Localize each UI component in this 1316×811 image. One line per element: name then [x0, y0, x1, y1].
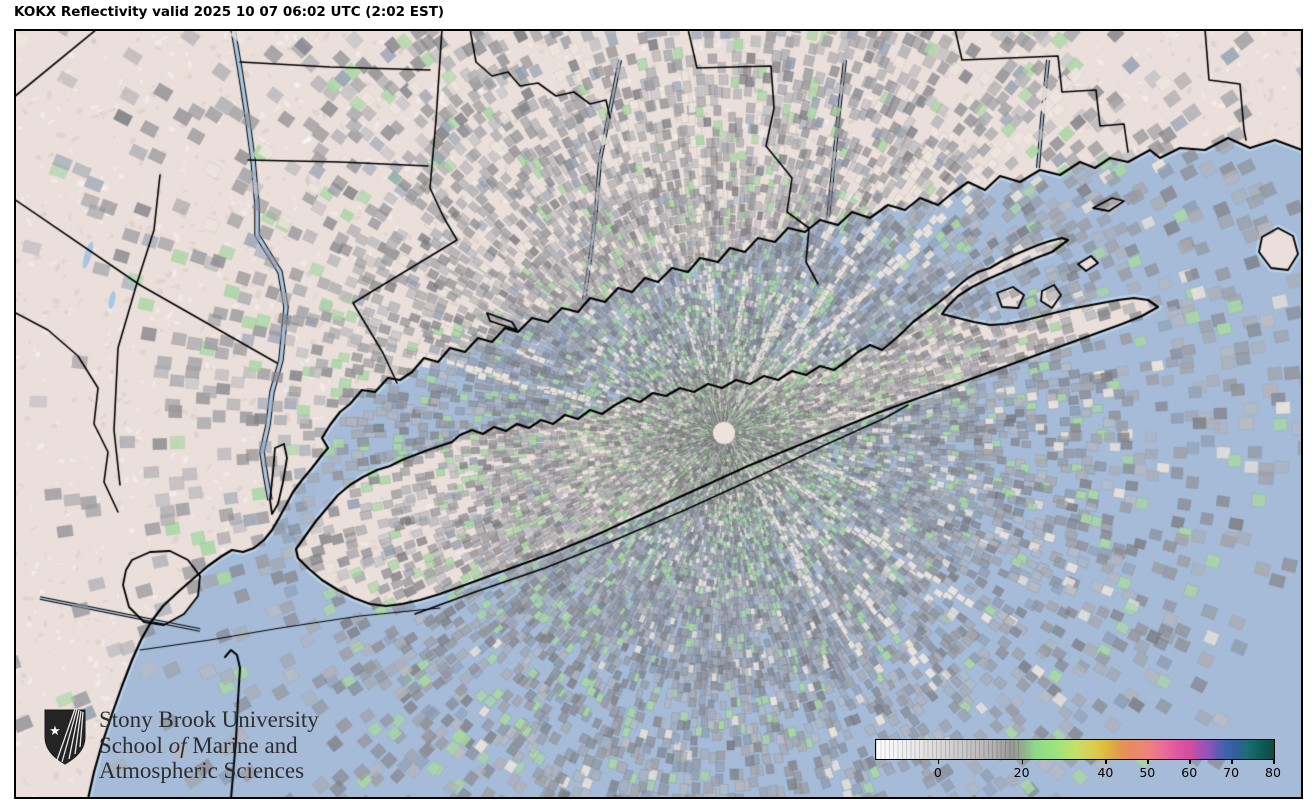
logo-line-2: School of Marine and [99, 732, 298, 758]
radar-map: ★ Stony Brook University School of Marin… [14, 29, 1303, 799]
colorbar-tick [1105, 760, 1107, 764]
colorbar-tick-label: 80 [1265, 765, 1281, 780]
colorbar-tick-label: 60 [1181, 765, 1198, 780]
stony-brook-logo-text: Stony Brook University School of Marine … [99, 707, 319, 784]
colorbar-tick [1147, 760, 1149, 764]
svg-text:★: ★ [49, 724, 61, 739]
colorbar-tick [1189, 760, 1191, 764]
stony-brook-logo: ★ Stony Brook University School of Marin… [42, 707, 319, 784]
colorbar-step-lines [876, 740, 1020, 759]
logo-line-1: Stony Brook University [99, 707, 319, 732]
radar-map-canvas [16, 31, 1301, 797]
reflectivity-colorbar: 0 20 40 50 60 70 80 [875, 739, 1281, 787]
colorbar-tick-label: 20 [1013, 765, 1030, 780]
logo-line-3: Atmospheric Sciences [99, 758, 305, 783]
colorbar-tick-label: 40 [1097, 765, 1114, 780]
colorbar-tick [1021, 760, 1024, 764]
colorbar-tick [937, 760, 940, 764]
stony-brook-shield-icon: ★ [44, 708, 86, 765]
colorbar-gradient [875, 739, 1275, 760]
colorbar-tick [1273, 760, 1275, 764]
page-title: KOKX Reflectivity valid 2025 10 07 06:02… [14, 4, 445, 20]
colorbar-tick-label: 0 [933, 765, 942, 780]
colorbar-tick-label: 50 [1139, 765, 1156, 780]
colorbar-tick [1231, 760, 1233, 764]
colorbar-tick-label: 70 [1223, 765, 1240, 780]
